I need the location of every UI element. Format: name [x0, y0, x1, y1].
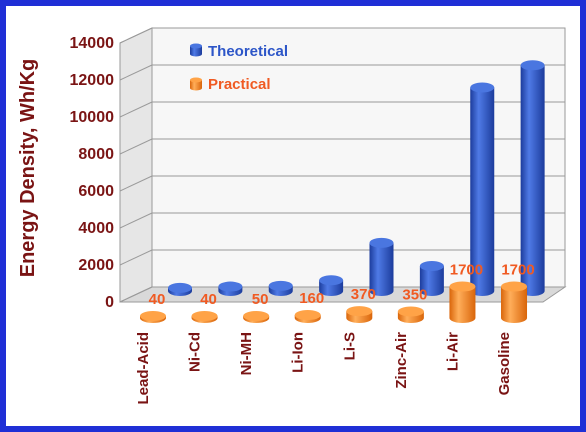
x-category-label: Ni-MH — [238, 332, 255, 375]
practical-data-label: 40 — [200, 291, 217, 308]
practical-data-label: 1700 — [450, 262, 483, 279]
x-category-label: Lead-Acid — [135, 332, 152, 405]
practical-bar — [449, 281, 476, 324]
practical-bar — [140, 311, 166, 323]
theoretical-bar — [520, 60, 545, 296]
y-tick-label: 10000 — [70, 109, 115, 126]
practical-bar — [501, 281, 528, 324]
gridline-side — [119, 175, 153, 192]
y-axis-label: Energy Density, Wh/Kg — [17, 59, 39, 278]
y-tick-label: 12000 — [70, 72, 115, 89]
x-category-label: Li-Ion — [290, 332, 307, 373]
x-category-label: Li-S — [341, 332, 358, 360]
practical-data-label: 1700 — [501, 262, 534, 279]
legend-theoretical-label: Theoretical — [208, 43, 288, 60]
y-tick-label: 8000 — [78, 146, 114, 163]
gridline-side — [119, 27, 153, 44]
theoretical-bar — [470, 82, 495, 296]
gridline-side — [119, 249, 153, 266]
gridline-side — [119, 64, 153, 81]
y-tick-label: 0 — [105, 294, 114, 311]
practical-data-label: 160 — [299, 290, 324, 307]
practical-bar — [191, 311, 218, 323]
y-tick-label: 6000 — [78, 183, 114, 200]
theoretical-bar — [218, 281, 243, 296]
gridline-side — [119, 286, 153, 303]
legend-practical-swatch — [190, 77, 202, 91]
theoretical-bar — [419, 261, 444, 296]
practical-bar — [397, 306, 424, 324]
practical-bar — [346, 306, 373, 324]
x-category-label: Ni-Cd — [187, 332, 204, 372]
back-wall — [151, 27, 566, 288]
x-category-label: Gasoline — [496, 332, 513, 395]
practical-bar — [243, 311, 270, 324]
gridline-side — [119, 101, 153, 118]
theoretical-bar — [168, 282, 192, 296]
legend-practical-label: Practical — [208, 76, 271, 93]
gridline-side — [119, 138, 153, 155]
practical-data-label: 40 — [149, 291, 166, 308]
x-category-label: Zinc-Air — [393, 332, 410, 389]
legend-theoretical-swatch — [190, 43, 202, 57]
y-tick-label: 14000 — [70, 35, 115, 52]
x-category-label: Li-Air — [444, 332, 461, 371]
y-tick-label: 4000 — [78, 220, 114, 237]
practical-data-label: 350 — [402, 287, 427, 304]
practical-bar — [294, 310, 321, 324]
theoretical-bar — [369, 237, 394, 296]
y-tick-label: 2000 — [78, 257, 114, 274]
theoretical-bar — [268, 280, 293, 296]
side-wall — [119, 27, 153, 303]
gridline-side — [119, 212, 153, 229]
practical-data-label: 370 — [351, 286, 376, 303]
practical-data-label: 50 — [252, 291, 269, 308]
theoretical-bar — [319, 275, 344, 296]
